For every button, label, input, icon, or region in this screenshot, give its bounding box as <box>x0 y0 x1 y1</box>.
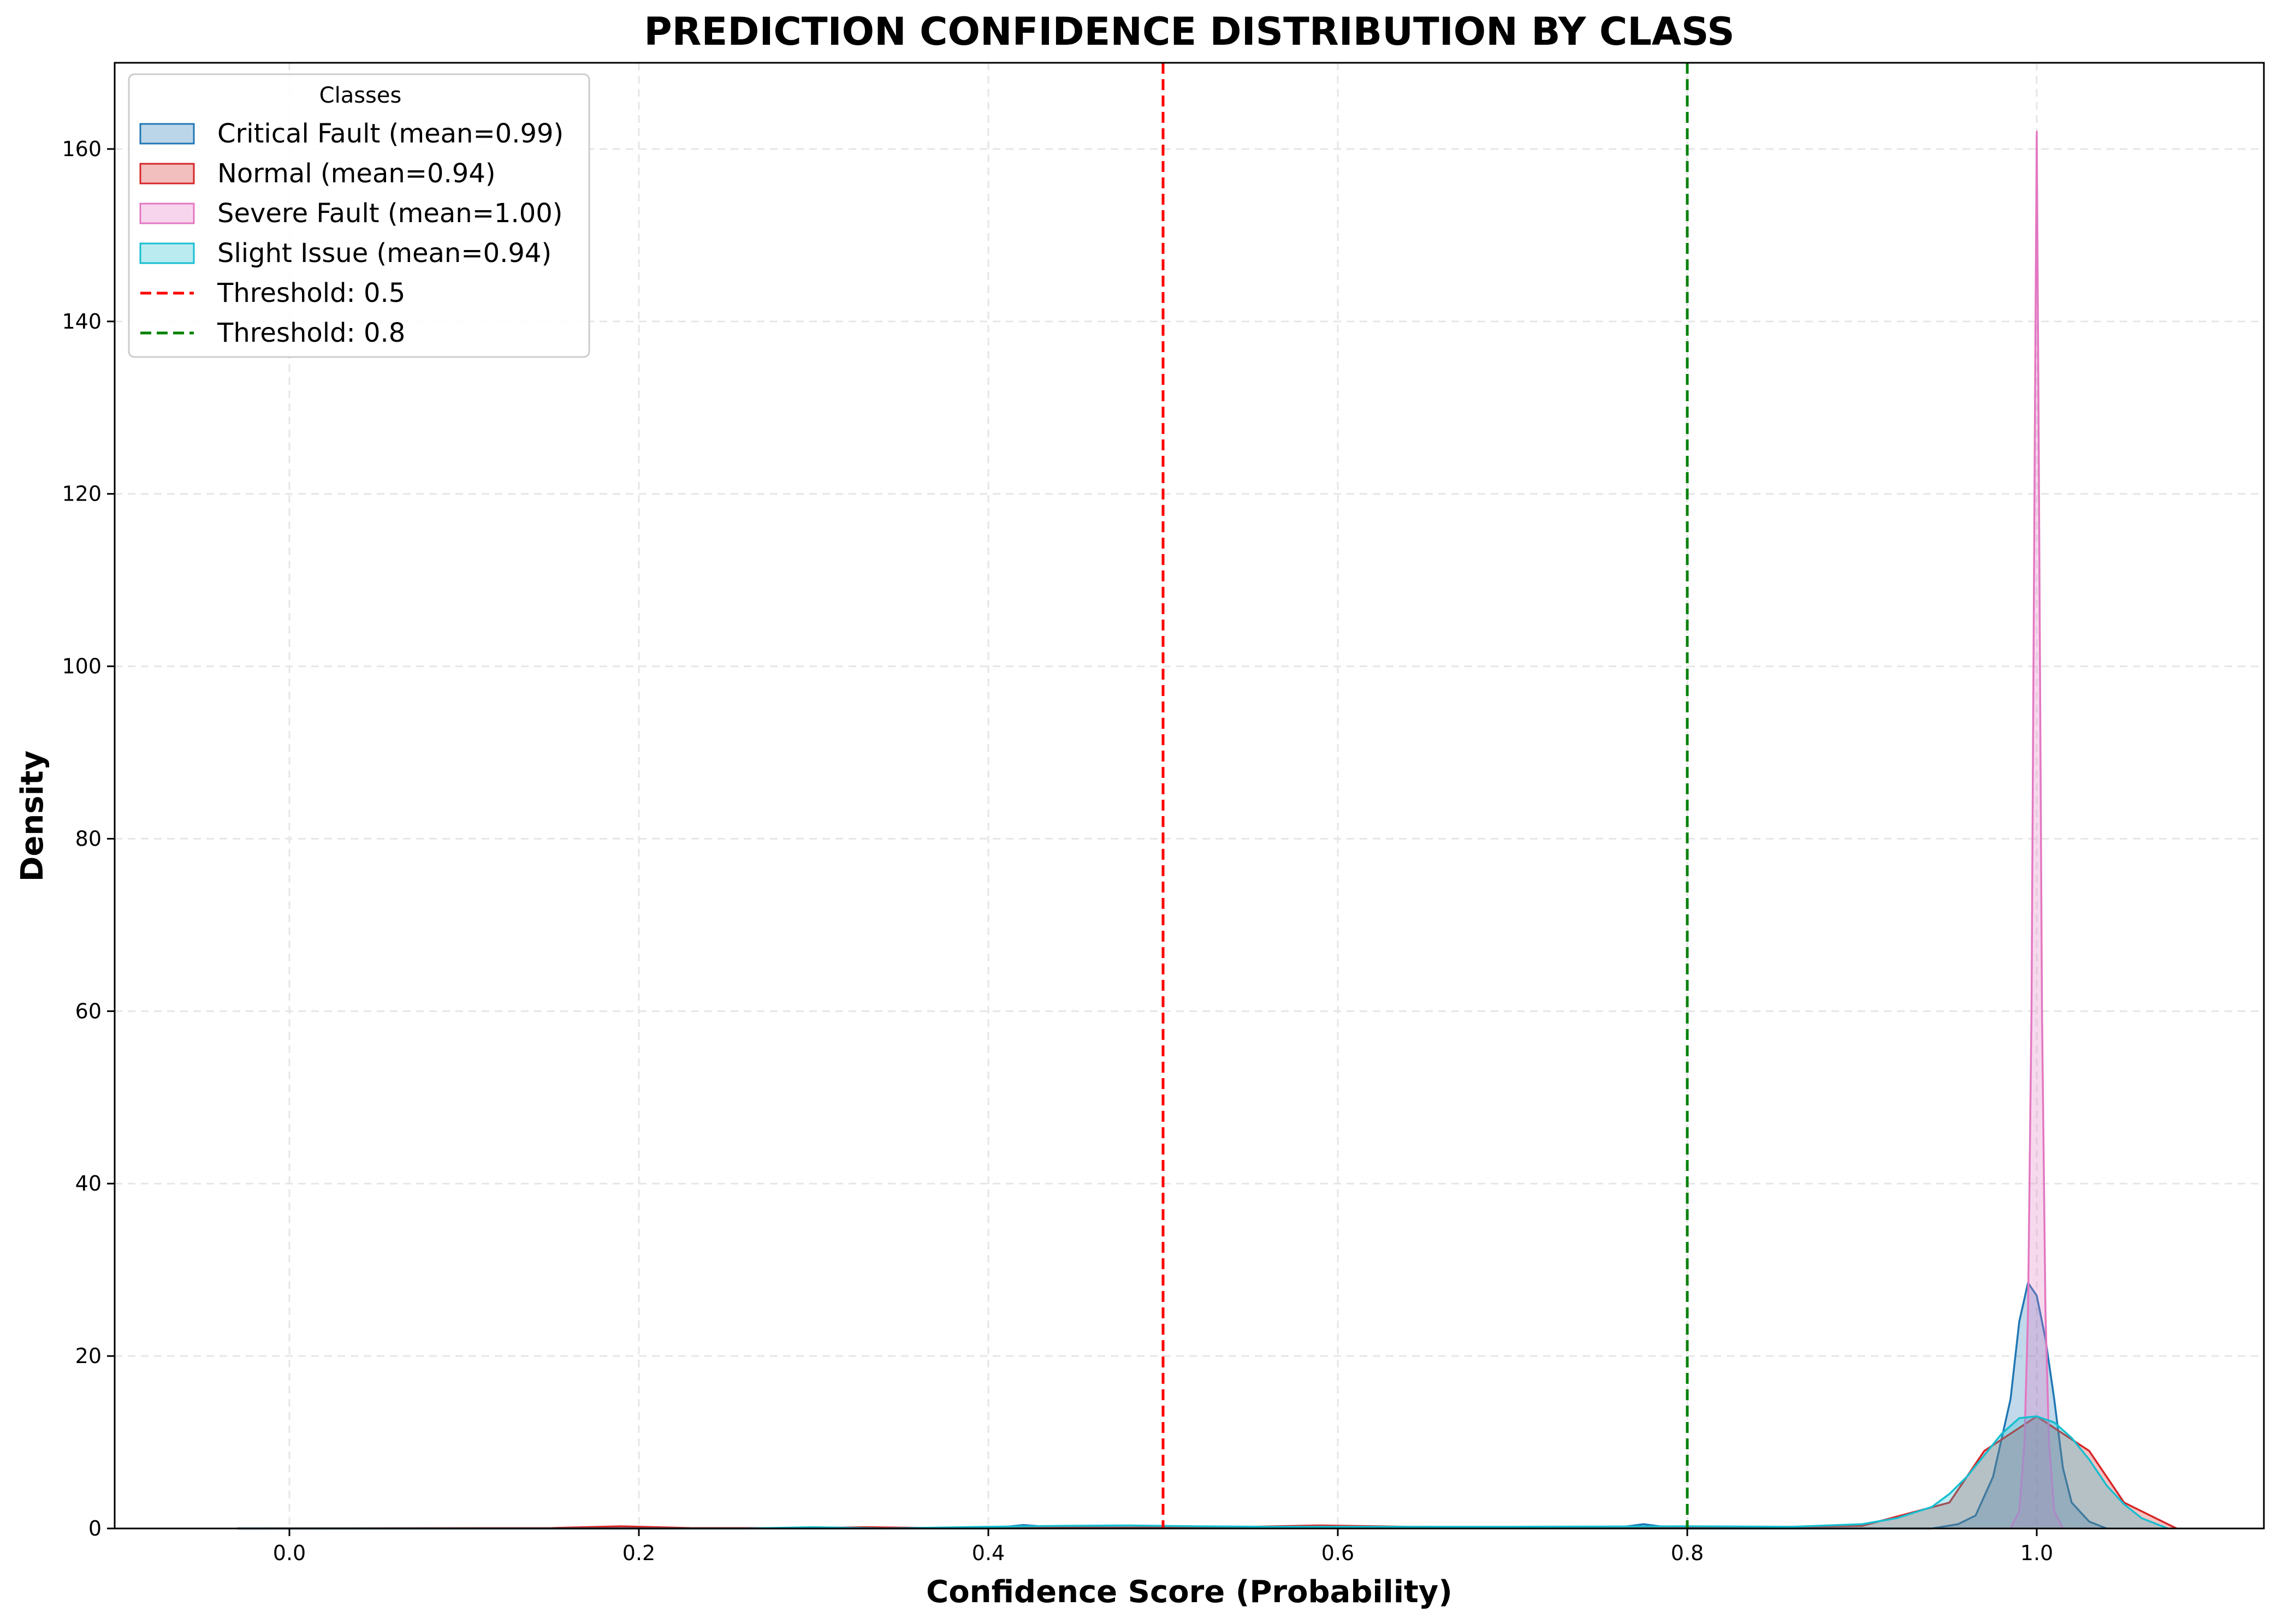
legend-items: Critical Fault (mean=0.99) Normal (mean=0… <box>139 118 564 348</box>
series-area-2 <box>2011 132 2063 1528</box>
x-tick-label: 0.0 <box>273 1541 306 1565</box>
legend-swatch-3 <box>139 242 195 264</box>
legend-box <box>128 73 590 358</box>
legend-title: Classes <box>319 83 402 108</box>
y-tick-label: 20 <box>75 1344 102 1368</box>
plot-frame <box>114 62 2265 1530</box>
legend-label-4: Threshold: 0.5 <box>217 278 405 308</box>
x-tick-label: 0.4 <box>972 1541 1005 1565</box>
y-tick-label: 60 <box>75 999 102 1023</box>
series-area-1 <box>237 1416 2177 1528</box>
threshold-lines <box>1161 63 1689 1528</box>
y-axis-label: Density <box>15 751 50 882</box>
series-line-2 <box>2009 130 2064 1529</box>
legend-label-0: Critical Fault (mean=0.99) <box>217 118 564 149</box>
legend-label-5: Threshold: 0.8 <box>217 318 405 348</box>
legend-swatch-0 <box>139 123 195 145</box>
series-line-3 <box>237 1415 2168 1530</box>
y-tick-label: 120 <box>62 482 102 506</box>
x-axis-label: Confidence Score (Probability) <box>926 1574 1452 1610</box>
x-axis-ticks: 0.0 0.2 0.4 0.6 0.8 1.0 <box>273 1528 2053 1565</box>
y-tick-label: 40 <box>75 1171 102 1195</box>
y-tick-label: 140 <box>62 310 102 334</box>
legend-label-3: Slight Issue (mean=0.94) <box>217 238 552 269</box>
legend-swatch-1 <box>139 163 195 185</box>
series-area-3 <box>237 1416 2168 1528</box>
legend: Classes Critical Fault (mean=0.99) Normal… <box>128 73 590 358</box>
y-tick-label: 80 <box>75 826 102 850</box>
x-tick-label: 0.8 <box>1671 1541 1704 1565</box>
x-tick-label: 0.6 <box>1321 1541 1354 1565</box>
legend-swatch-2 <box>139 203 195 224</box>
legend-label-2: Severe Fault (mean=1.00) <box>217 198 563 229</box>
legend-label-1: Normal (mean=0.94) <box>217 158 496 189</box>
y-tick-label: 100 <box>62 655 102 679</box>
x-tick-label: 1.0 <box>2020 1541 2053 1565</box>
chart-title: PREDICTION CONFIDENCE DISTRIBUTION BY CL… <box>644 9 1734 54</box>
x-tick-label: 0.2 <box>622 1541 655 1565</box>
y-tick-label: 160 <box>62 137 102 161</box>
y-tick-label: 0 <box>88 1516 102 1540</box>
y-axis-ticks: 0 20 40 60 80 100 120 140 160 <box>62 137 115 1540</box>
